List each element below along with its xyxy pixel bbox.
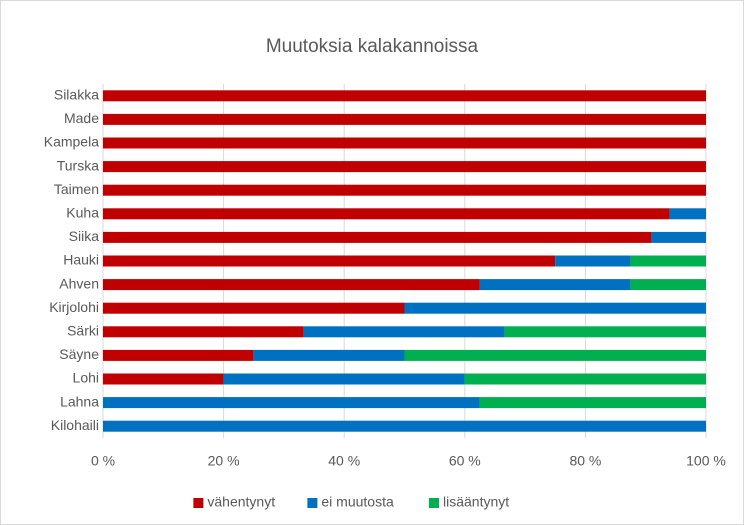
y-tick-label: Kirjolohi <box>49 299 99 315</box>
bar-segment <box>103 302 405 314</box>
bar-segment <box>504 326 706 338</box>
legend-swatch <box>307 498 318 508</box>
bar-segment <box>630 255 706 267</box>
bar-segment <box>669 208 706 220</box>
bar-segment <box>103 279 480 291</box>
bar-segment <box>103 90 706 102</box>
legend-label: lisääntynyt <box>443 494 509 510</box>
bar-segment <box>479 397 706 409</box>
bar-segment <box>103 161 706 173</box>
y-tick-label: Lahna <box>60 393 99 409</box>
y-tick-label: Kilohaili <box>51 417 99 433</box>
bar-segment <box>103 373 224 385</box>
x-tick-label: 80 % <box>569 453 601 469</box>
legend-label: ei muutosta <box>321 494 394 510</box>
bar-segment <box>630 279 706 291</box>
chart-title: Muutoksia kalakannoissa <box>266 36 479 57</box>
y-tick-label: Silakka <box>54 87 99 103</box>
x-tick-label: 100 % <box>686 453 726 469</box>
x-tick-label: 40 % <box>328 453 360 469</box>
y-tick-label: Taimen <box>54 181 99 197</box>
y-tick-label: Ahven <box>59 275 99 291</box>
bar-segment <box>464 373 706 385</box>
bar-segment <box>303 326 505 338</box>
bar-segment <box>103 184 706 196</box>
y-tick-label: Turska <box>57 157 99 173</box>
x-tick-label: 60 % <box>449 453 481 469</box>
bar-segment <box>103 420 706 432</box>
bar-segment <box>651 231 706 243</box>
x-tick-label: 0 % <box>91 453 115 469</box>
x-tick-label: 20 % <box>208 453 240 469</box>
bar-segment <box>103 137 706 149</box>
y-tick-label: Säyne <box>59 346 99 362</box>
bar-segment <box>555 255 631 267</box>
y-tick-label: Lohi <box>73 370 99 386</box>
bar-segment <box>103 255 556 267</box>
y-tick-label: Kuha <box>66 205 99 221</box>
y-tick-label: Made <box>64 110 99 126</box>
bar-segment <box>404 302 706 314</box>
bar-segment <box>103 349 254 361</box>
bar-segment <box>103 397 480 409</box>
bar-segment <box>103 208 670 220</box>
bar-segment <box>103 231 652 243</box>
bar-segment <box>404 349 706 361</box>
bar-segment <box>223 373 465 385</box>
y-tick-label: Kampela <box>44 134 99 150</box>
bar-segment <box>479 279 631 291</box>
bar-segment <box>103 113 706 125</box>
legend-swatch <box>429 498 439 508</box>
y-tick-label: Siika <box>69 228 100 244</box>
legend-swatch <box>193 498 204 508</box>
legend-label: vähentynyt <box>207 494 275 510</box>
bar-segment <box>253 349 405 361</box>
y-tick-label: Hauki <box>63 252 99 268</box>
y-tick-label: Särki <box>67 323 99 339</box>
bar-segment <box>103 326 304 338</box>
